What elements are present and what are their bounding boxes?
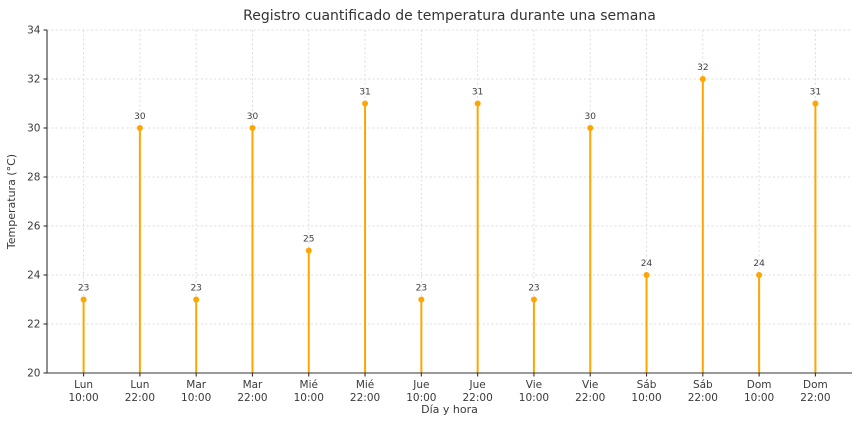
value-label: 23 — [528, 284, 539, 294]
x-tick-label: Mar — [243, 379, 263, 391]
y-tick-label: 26 — [27, 221, 41, 233]
y-tick-label: 30 — [27, 123, 40, 135]
value-label: 24 — [641, 259, 653, 269]
y-tick-label: 24 — [27, 270, 41, 282]
x-tick-label: Dom — [747, 379, 772, 391]
data-point-marker — [699, 76, 706, 82]
x-tick-label: 22:00 — [800, 392, 830, 404]
data-point-marker — [756, 272, 763, 278]
x-tick-label: Sáb — [693, 379, 713, 391]
value-label: 23 — [190, 284, 201, 294]
x-tick-label: Lun — [130, 379, 149, 391]
data-point-marker — [418, 296, 425, 303]
data-point-marker — [474, 100, 481, 107]
x-tick-label: Dom — [803, 379, 828, 391]
x-tick-label: Lun — [74, 379, 93, 391]
x-tick-label: 22:00 — [575, 392, 605, 404]
x-tick-label: Jue — [412, 379, 429, 391]
x-tick-label: 10:00 — [631, 392, 661, 404]
x-tick-label: 10:00 — [406, 392, 436, 404]
y-tick-label: 22 — [27, 319, 40, 331]
y-tick-label: 20 — [27, 368, 40, 380]
value-label: 30 — [247, 112, 259, 122]
x-tick-label: Mié — [356, 379, 374, 391]
chart-title: Registro cuantificado de temperatura dur… — [243, 8, 656, 24]
x-tick-label: 10:00 — [68, 392, 98, 404]
x-tick-label: 10:00 — [294, 392, 324, 404]
x-tick-label: Mié — [300, 379, 318, 391]
data-point-marker — [249, 125, 256, 131]
value-label: 31 — [359, 88, 370, 98]
x-tick-label: Jue — [469, 379, 486, 391]
value-label: 30 — [585, 112, 597, 122]
data-point-marker — [530, 296, 537, 303]
y-axis-label: Temperatura (°C) — [5, 154, 18, 250]
data-point-marker — [80, 296, 87, 303]
x-tick-label: 10:00 — [519, 392, 549, 404]
value-label: 31 — [810, 88, 821, 98]
x-tick-label: 22:00 — [350, 392, 380, 404]
y-tick-label: 34 — [27, 25, 41, 37]
y-tick-label: 28 — [27, 172, 40, 184]
data-point-marker — [136, 125, 143, 131]
x-tick-label: Vie — [526, 379, 542, 391]
x-tick-label: 10:00 — [744, 392, 774, 404]
y-tick-label: 32 — [27, 74, 40, 86]
x-tick-label: 22:00 — [237, 392, 267, 404]
x-axis-label: Día y hora — [421, 403, 478, 416]
data-point-marker — [305, 247, 312, 254]
value-label: 30 — [134, 112, 146, 122]
data-point-marker — [812, 100, 819, 107]
value-label: 24 — [753, 259, 765, 269]
x-tick-label: Mar — [186, 379, 206, 391]
value-label: 31 — [472, 88, 483, 98]
x-tick-label: Vie — [582, 379, 598, 391]
data-point-marker — [587, 125, 594, 131]
data-point-marker — [362, 100, 369, 107]
x-tick-label: Sáb — [637, 379, 657, 391]
x-tick-label: 22:00 — [125, 392, 155, 404]
value-label: 23 — [416, 284, 427, 294]
value-label: 23 — [78, 284, 89, 294]
x-tick-label: 22:00 — [463, 392, 493, 404]
data-point-marker — [193, 296, 200, 303]
chart-generated-layer: 23 30 23 30 25 31 23 31 23 30 24 32 24 31 20 22 24 26 28 30… — [27, 25, 852, 404]
data-point-marker — [643, 272, 650, 278]
x-tick-label: 22:00 — [688, 392, 718, 404]
value-label: 32 — [697, 63, 708, 73]
value-label: 25 — [303, 235, 314, 245]
x-tick-label: 10:00 — [181, 392, 211, 404]
